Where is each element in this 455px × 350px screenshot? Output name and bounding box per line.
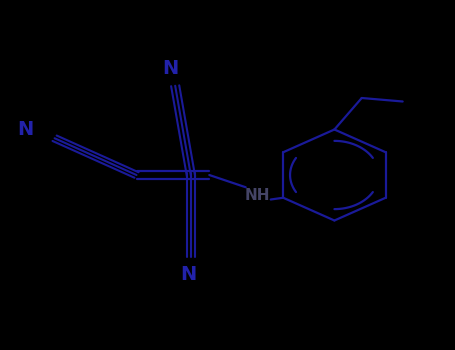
- Text: N: N: [181, 265, 197, 284]
- Text: NH: NH: [244, 189, 270, 203]
- Text: N: N: [17, 120, 33, 139]
- Text: N: N: [162, 59, 179, 78]
